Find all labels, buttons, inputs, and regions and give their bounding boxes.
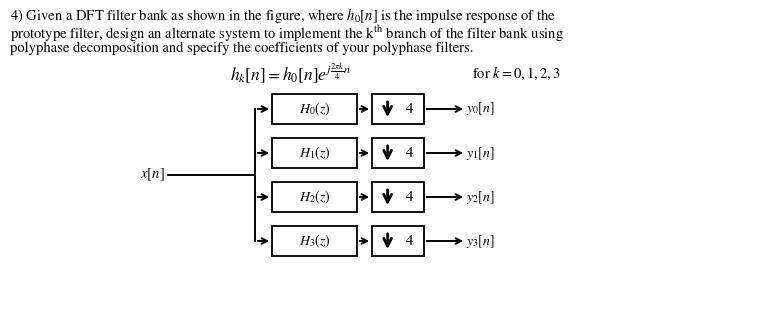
Text: 4) Given a DFT filter bank as shown in the figure, where $h_0[n]$ is the impulse: 4) Given a DFT filter bank as shown in t… <box>10 6 556 25</box>
Text: polyphase decomposition and specify the coefficients of your polyphase filters.: polyphase decomposition and specify the … <box>10 42 474 55</box>
Bar <box>372 138 424 168</box>
Text: prototype filter, design an alternate system to implement the k$^{\mathrm{th}}$ : prototype filter, design an alternate sy… <box>10 24 564 44</box>
Text: $H_3(z)$: $H_3(z)$ <box>299 232 330 250</box>
Text: $y_0[n]$: $y_0[n]$ <box>466 101 495 118</box>
Bar <box>372 94 424 124</box>
Text: 4: 4 <box>405 234 413 248</box>
Bar <box>272 182 357 212</box>
Text: 4: 4 <box>405 146 413 160</box>
Bar <box>372 226 424 256</box>
Text: 4: 4 <box>405 190 413 204</box>
Text: $H_1(z)$: $H_1(z)$ <box>299 144 330 162</box>
Text: $H_2(z)$: $H_2(z)$ <box>299 188 330 206</box>
Bar <box>272 226 357 256</box>
Text: 4: 4 <box>405 102 413 116</box>
Text: $y_2[n]$: $y_2[n]$ <box>466 188 495 206</box>
Text: $h_k[n] = h_0[n]e^{j\frac{2\pi k}{4}n}$: $h_k[n] = h_0[n]e^{j\frac{2\pi k}{4}n}$ <box>230 61 352 85</box>
Bar <box>272 138 357 168</box>
Bar <box>272 94 357 124</box>
Text: for $k = 0,1,2,3$: for $k = 0,1,2,3$ <box>472 65 561 82</box>
Text: $y_3[n]$: $y_3[n]$ <box>466 232 495 250</box>
Bar <box>372 182 424 212</box>
Text: $H_0(z)$: $H_0(z)$ <box>299 100 330 118</box>
Text: $y_1[n]$: $y_1[n]$ <box>466 145 495 162</box>
Text: $x[n]$: $x[n]$ <box>140 167 165 183</box>
